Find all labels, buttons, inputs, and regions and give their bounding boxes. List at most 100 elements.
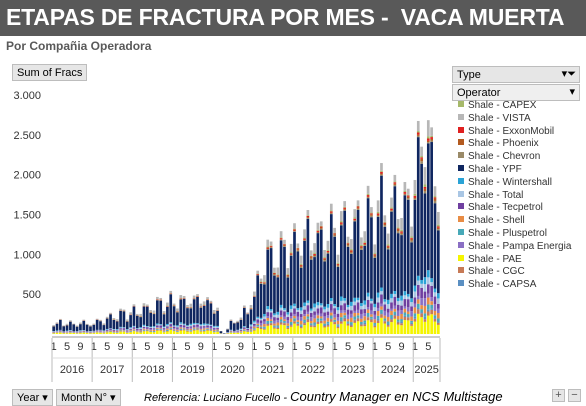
bar-segment [280, 231, 283, 237]
bar-segment [263, 283, 266, 284]
bar-segment [320, 305, 323, 307]
bar-segment [387, 327, 390, 334]
bar-segment [293, 306, 296, 308]
month-bar [236, 321, 239, 334]
bar-segment [420, 147, 423, 156]
bar-segment [343, 208, 346, 209]
bar-segment [260, 325, 263, 326]
bar-segment [156, 297, 159, 299]
bar-segment [360, 306, 363, 309]
bar-segment [407, 189, 410, 195]
bar-segment [276, 274, 279, 275]
bar-segment [420, 309, 423, 312]
bar-segment [193, 324, 196, 325]
month-bar [390, 198, 393, 334]
bar-segment [153, 328, 156, 329]
bar-segment [297, 323, 300, 324]
bar-segment [297, 324, 300, 326]
bar-segment [256, 324, 259, 325]
chevron-down-icon: ▾ [42, 392, 48, 404]
bar-segment [353, 319, 356, 320]
bar-segment [397, 227, 400, 228]
bar-segment [280, 305, 283, 308]
bar-segment [337, 263, 340, 264]
bar-segment [230, 331, 233, 332]
bar-segment [380, 163, 383, 171]
bar-segment [353, 302, 356, 306]
month-field-button[interactable]: Month N° ▾ [56, 389, 121, 406]
bar-segment [363, 323, 366, 324]
bar-segment [109, 332, 112, 334]
bar-segment [397, 323, 400, 325]
bar-segment [420, 161, 423, 163]
bar-segment [290, 253, 293, 254]
bar-segment [273, 321, 276, 324]
bar-segment [397, 298, 400, 301]
bar-segment [347, 321, 350, 322]
bar-segment [410, 321, 413, 323]
bar-segment [260, 320, 263, 323]
bar-segment [373, 253, 376, 254]
bar-segment [129, 330, 132, 331]
bar-segment [149, 330, 152, 331]
bar-segment [390, 294, 393, 298]
bar-segment [390, 207, 393, 208]
bar-segment [143, 325, 146, 326]
bar-segment [427, 284, 430, 293]
bar-segment [266, 324, 269, 326]
bar-segment [293, 316, 296, 318]
bar-segment [394, 309, 397, 312]
month-bar [317, 223, 320, 334]
bar-segment [283, 247, 286, 308]
bar-segment [313, 254, 316, 255]
bar-segment [270, 319, 273, 321]
bar-segment [320, 227, 323, 228]
month-bar [116, 319, 119, 334]
month-bar [166, 303, 169, 334]
month-bar [260, 279, 263, 334]
bar-segment [417, 121, 420, 131]
bar-segment [380, 176, 383, 288]
expand-button[interactable]: + [552, 389, 565, 402]
bar-segment [340, 310, 343, 313]
bar-segment [56, 322, 59, 323]
bar-segment [263, 282, 266, 283]
bar-segment [410, 238, 413, 239]
bar-segment [303, 316, 306, 319]
bar-segment [89, 325, 92, 326]
bar-segment [404, 182, 407, 191]
year-field-button[interactable]: Year ▾ [12, 389, 53, 406]
collapse-button[interactable]: − [568, 389, 581, 402]
x-year-label: 2021 [261, 364, 285, 376]
bar-segment [437, 318, 440, 321]
bar-segment [297, 250, 300, 251]
bar-segment [307, 305, 310, 312]
bar-segment [383, 227, 386, 299]
bar-segment [373, 325, 376, 326]
bar-segment [327, 304, 330, 308]
bar-segment [394, 305, 397, 308]
bar-segment [206, 327, 209, 328]
bar-segment [323, 327, 326, 334]
bar-segment [380, 306, 383, 309]
bar-segment [186, 332, 189, 334]
bar-segment [437, 321, 440, 323]
bar-segment [96, 333, 99, 334]
bar-segment [367, 313, 370, 316]
bar-segment [153, 327, 156, 328]
bar-segment [266, 248, 269, 249]
bar-segment [407, 317, 410, 320]
bar-segment [86, 325, 89, 331]
bar-segment [437, 313, 440, 318]
bar-segment [373, 319, 376, 323]
bar-segment [159, 327, 162, 328]
bar-segment [250, 332, 253, 334]
bar-segment [350, 302, 353, 306]
bar-segment [283, 310, 286, 312]
bar-segment [353, 317, 356, 320]
bar-segment [347, 326, 350, 334]
bar-segment [383, 302, 386, 305]
month-bar [186, 305, 189, 334]
bar-segment [253, 329, 256, 330]
bar-segment [72, 332, 75, 333]
